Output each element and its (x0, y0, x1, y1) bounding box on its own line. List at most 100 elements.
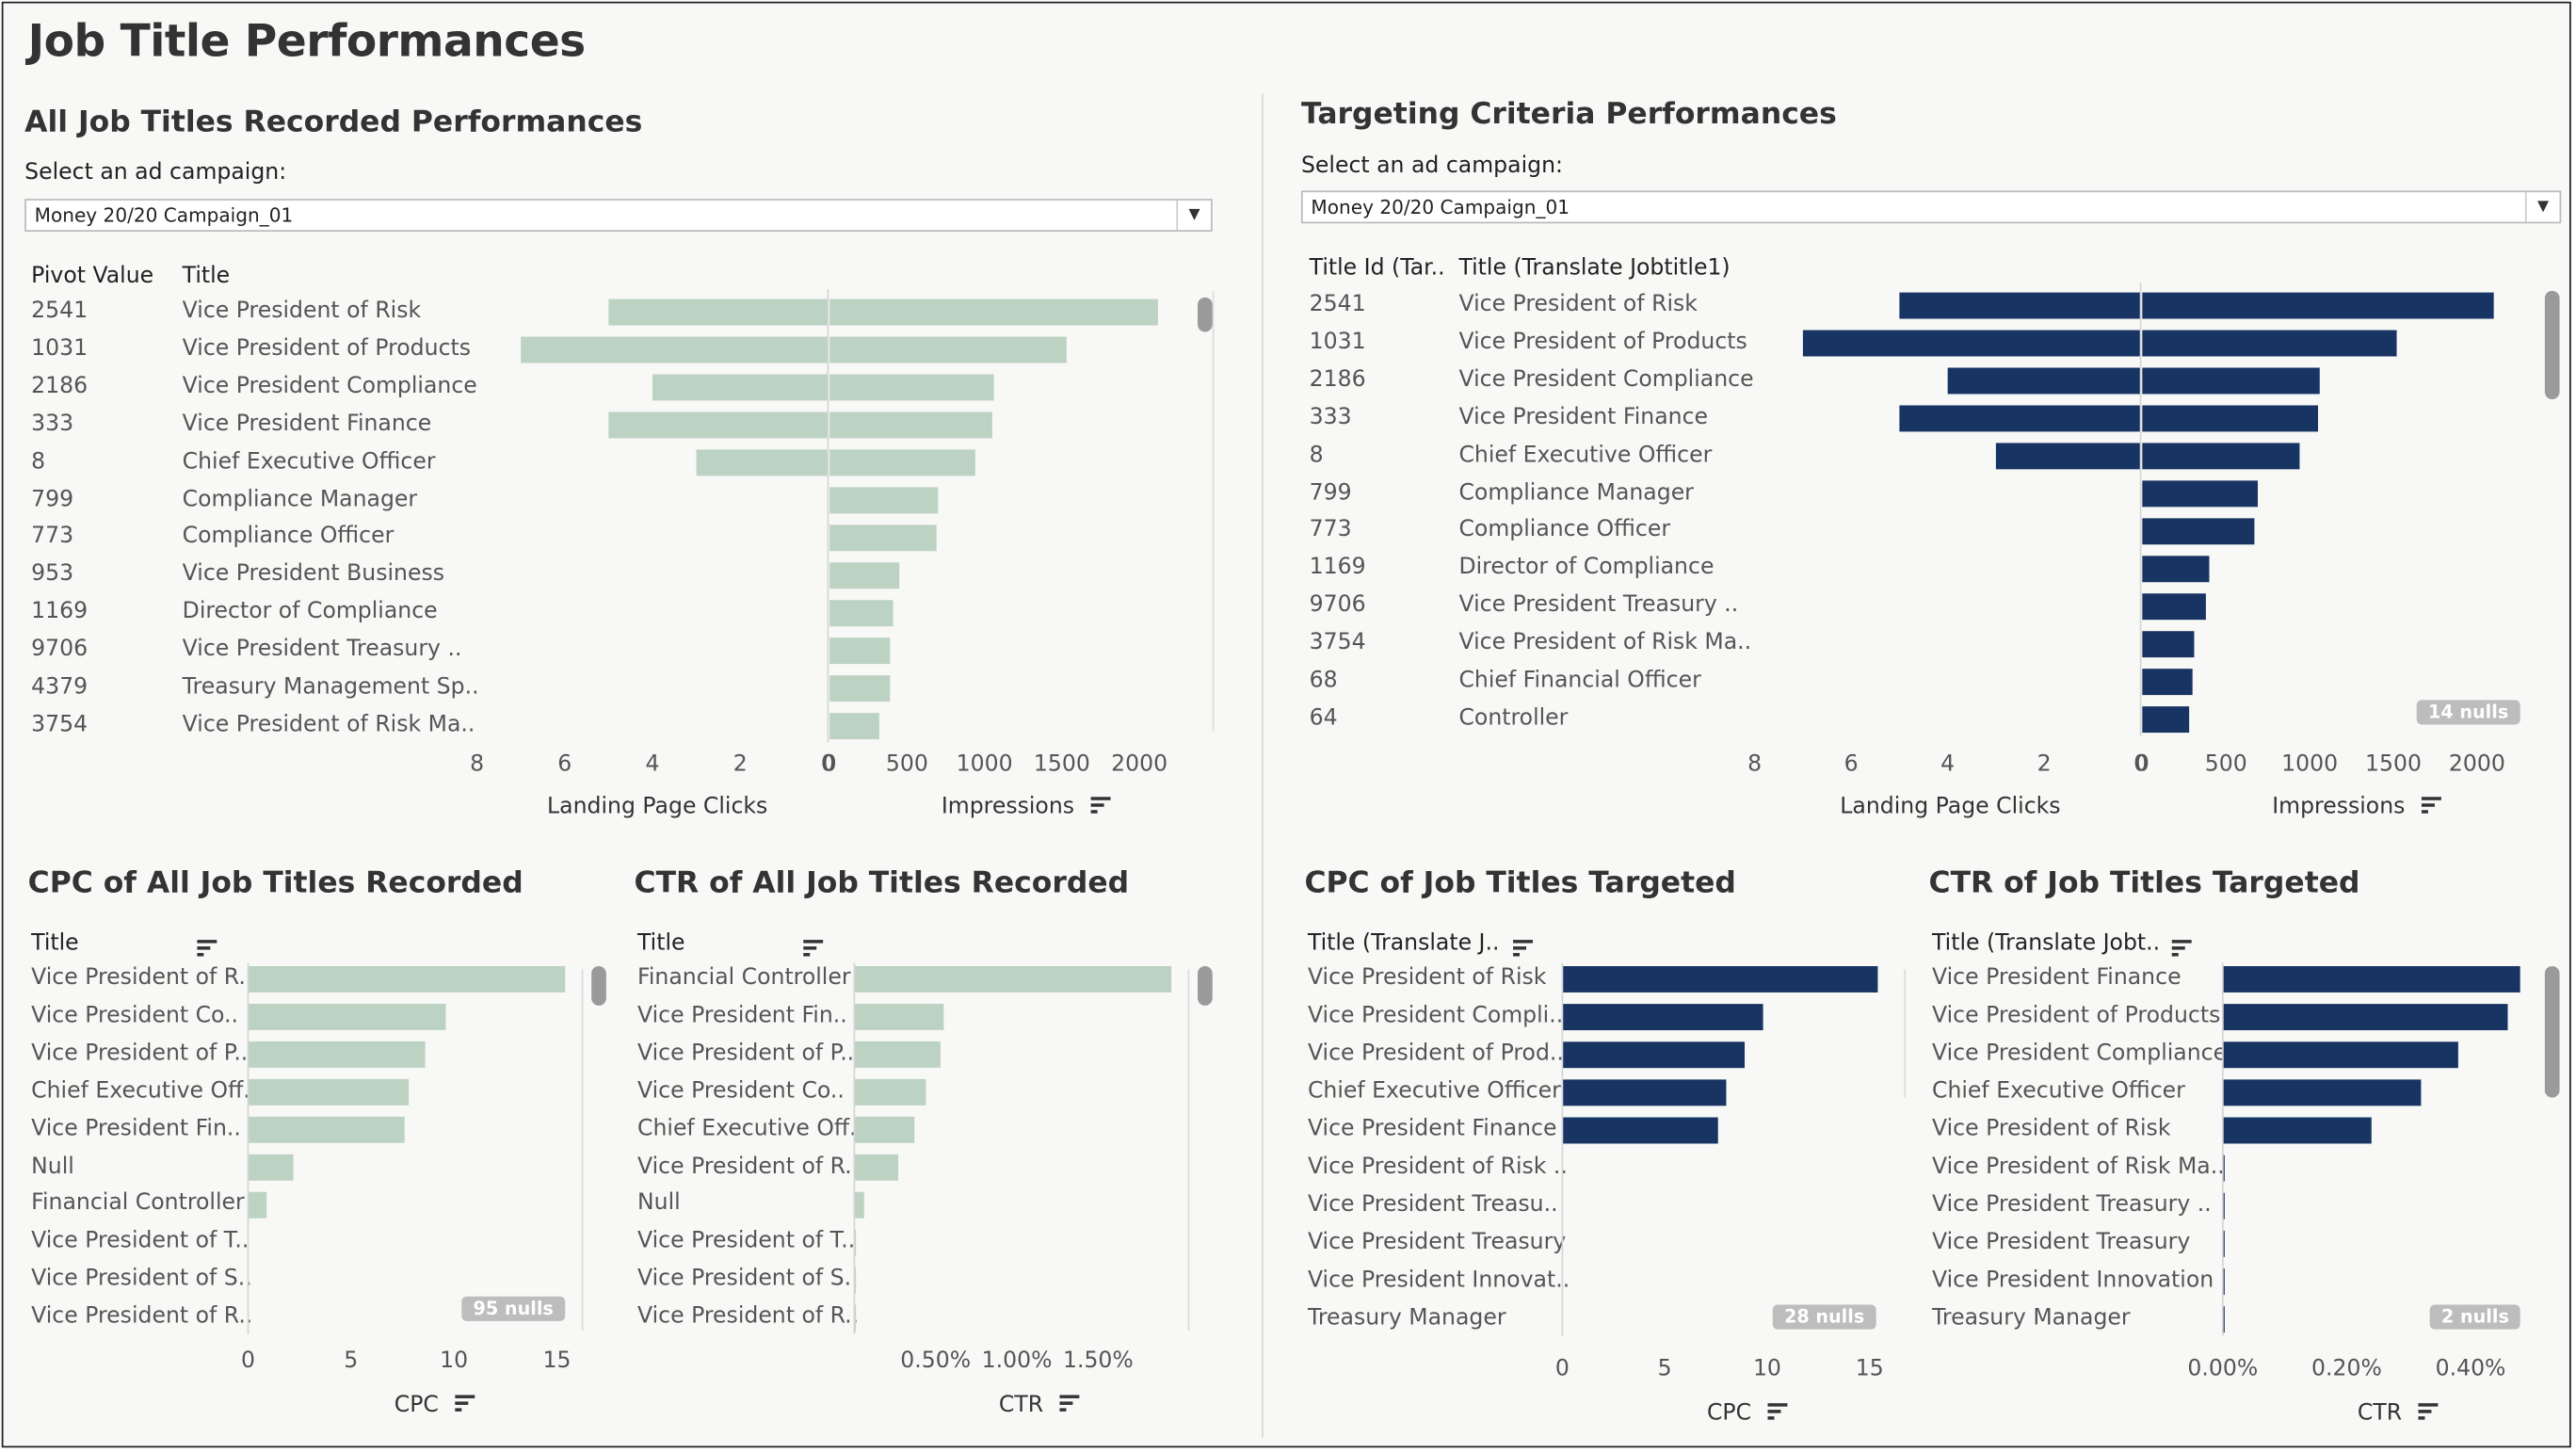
value-bar[interactable] (248, 1191, 267, 1219)
cpc-targeted-nulls-badge[interactable]: 28 nulls (1772, 1304, 1876, 1330)
left-tick: 0 (2133, 751, 2149, 778)
value-bar[interactable] (854, 1191, 864, 1219)
row-title: Vice President Fin.. (637, 1002, 847, 1029)
row-title: Vice President Finance (1458, 403, 1709, 430)
impressions-bar[interactable] (829, 638, 891, 665)
impressions-bar[interactable] (829, 562, 900, 589)
value-bar[interactable] (1562, 1079, 1727, 1106)
cpc-all-axis-label: CPC (394, 1391, 439, 1418)
value-bar[interactable] (2222, 966, 2520, 993)
left-campaign-select[interactable]: Money 20/20 Campaign_01 ▼ (24, 199, 1213, 233)
value-bar[interactable] (2222, 1306, 2225, 1333)
value-bar[interactable] (1562, 1004, 1763, 1031)
row-id: 2186 (31, 372, 89, 399)
value-bar[interactable] (854, 1078, 926, 1106)
value-bar[interactable] (248, 966, 566, 993)
ctr-targeted-scrollbar[interactable] (2544, 966, 2560, 1098)
impressions-bar[interactable] (2142, 292, 2494, 319)
impressions-bar[interactable] (829, 600, 894, 627)
impressions-bar[interactable] (2142, 593, 2206, 621)
impressions-bar[interactable] (2142, 405, 2319, 432)
left-scrollbar[interactable] (1198, 297, 1213, 332)
row-id: 1031 (1309, 328, 1366, 355)
impressions-bar[interactable] (2142, 706, 2190, 734)
clicks-bar[interactable] (1995, 443, 2141, 470)
cpc-all-title-header-label: Title (31, 929, 79, 957)
value-bar[interactable] (2222, 1268, 2225, 1295)
cpc-all-nulls-badge[interactable]: 95 nulls (461, 1296, 566, 1321)
impressions-bar[interactable] (829, 713, 879, 740)
clicks-bar[interactable] (1802, 330, 2141, 357)
impressions-bar[interactable] (2142, 669, 2193, 696)
value-bar[interactable] (248, 1003, 446, 1030)
value-bar[interactable] (2222, 1079, 2422, 1106)
value-bar[interactable] (1562, 1041, 1746, 1069)
clicks-bar[interactable] (608, 299, 829, 326)
clicks-bar[interactable] (1947, 367, 2141, 395)
right-scrollbar[interactable] (2544, 290, 2560, 400)
sort-icon[interactable] (2419, 1400, 2439, 1427)
clicks-bar[interactable] (608, 412, 829, 439)
value-bar[interactable] (2222, 1230, 2225, 1257)
impressions-bar[interactable] (2142, 518, 2255, 545)
value-bar[interactable] (248, 1116, 405, 1143)
cpc-all-scrollbar[interactable] (591, 966, 606, 1006)
sort-icon[interactable] (1768, 1400, 1788, 1427)
value-bar[interactable] (248, 1078, 410, 1106)
value-bar[interactable] (2222, 1004, 2508, 1031)
value-bar[interactable] (854, 1154, 898, 1181)
row-id: 333 (1309, 403, 1352, 430)
sort-icon[interactable] (2171, 931, 2192, 962)
sort-icon[interactable] (455, 1392, 475, 1418)
value-bar[interactable] (2222, 1117, 2372, 1144)
impressions-bar[interactable] (2142, 367, 2320, 395)
chevron-down-icon[interactable]: ▼ (2524, 192, 2560, 222)
sort-icon[interactable] (2422, 794, 2442, 820)
impressions-bar[interactable] (829, 525, 937, 552)
sort-icon[interactable] (803, 931, 824, 962)
impressions-bar[interactable] (2142, 480, 2259, 508)
row-title: Vice President of Prod.. (1307, 1040, 1564, 1067)
impressions-bar[interactable] (829, 336, 1067, 363)
impressions-bar[interactable] (829, 412, 992, 439)
impressions-bar[interactable] (2142, 556, 2210, 583)
impressions-bar[interactable] (829, 487, 939, 514)
impressions-bar[interactable] (829, 449, 975, 476)
ctr-all-title: CTR of All Job Titles Recorded (634, 865, 1130, 901)
impressions-bar[interactable] (829, 675, 891, 702)
value-bar[interactable] (248, 1041, 426, 1068)
value-bar[interactable] (2222, 1192, 2225, 1219)
clicks-bar[interactable] (652, 374, 829, 401)
impressions-bar[interactable] (829, 374, 994, 401)
impressions-bar[interactable] (2142, 631, 2195, 658)
left-tick: 0 (820, 751, 835, 778)
value-bar[interactable] (2222, 1154, 2225, 1182)
row-id: 799 (1309, 478, 1352, 506)
clicks-bar[interactable] (1899, 405, 2141, 432)
value-bar[interactable] (854, 1041, 941, 1068)
clicks-bar[interactable] (1899, 292, 2141, 319)
ctr-all-scrollbar[interactable] (1198, 966, 1213, 1006)
impressions-bar[interactable] (2142, 443, 2300, 470)
sort-icon[interactable] (1091, 794, 1111, 820)
chevron-down-icon[interactable]: ▼ (1176, 200, 1211, 231)
clicks-bar[interactable] (696, 449, 829, 476)
clicks-bar[interactable] (521, 336, 829, 363)
value-bar[interactable] (248, 1154, 294, 1181)
row-title: Vice President Finance (182, 410, 432, 437)
ctr-targeted-nulls-badge[interactable]: 2 nulls (2429, 1304, 2521, 1330)
right-nulls-badge[interactable]: 14 nulls (2416, 700, 2520, 725)
value-bar[interactable] (2222, 1041, 2458, 1069)
value-bar[interactable] (854, 1003, 944, 1030)
sort-icon[interactable] (1513, 931, 1533, 962)
value-bar[interactable] (854, 1116, 915, 1143)
sort-icon[interactable] (197, 931, 217, 962)
value-bar[interactable] (854, 966, 1172, 993)
value-bar[interactable] (1562, 1117, 1718, 1144)
right-campaign-select[interactable]: Money 20/20 Campaign_01 ▼ (1300, 190, 2562, 224)
impressions-bar[interactable] (2142, 330, 2397, 357)
sort-icon[interactable] (1060, 1392, 1081, 1418)
cpc-all-scroll-track (581, 969, 584, 1332)
value-bar[interactable] (1562, 966, 1878, 993)
impressions-bar[interactable] (829, 299, 1158, 326)
